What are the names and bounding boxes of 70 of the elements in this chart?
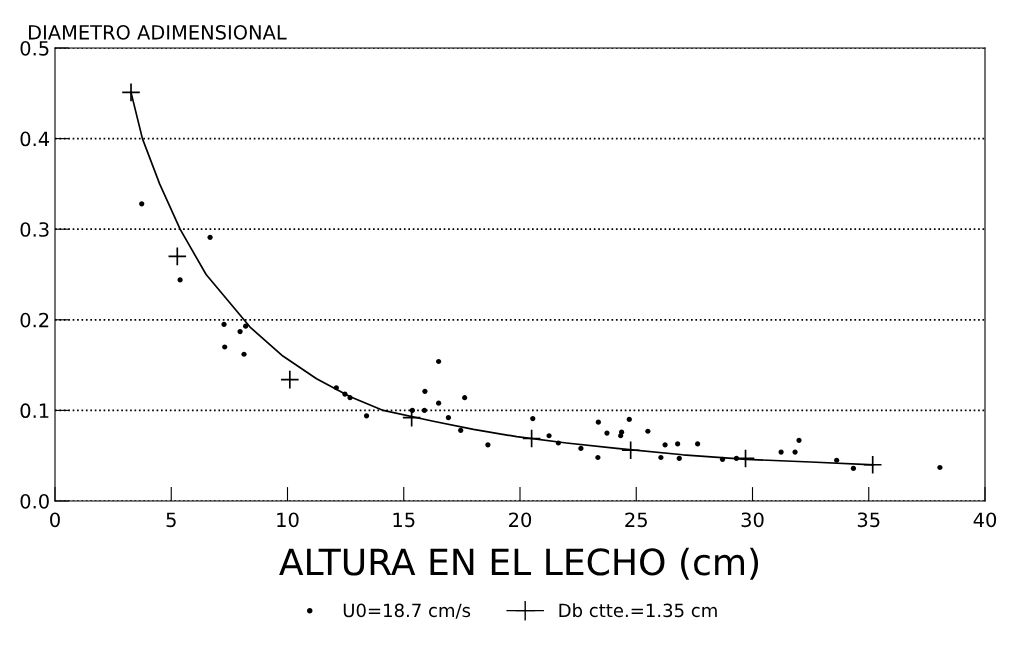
point — [850, 465, 856, 471]
point — [796, 437, 802, 443]
point — [347, 395, 353, 401]
point — [863, 455, 883, 475]
point — [555, 440, 561, 446]
legend-label: U0=18.7 cm/s — [343, 603, 471, 619]
y-tick-label: 0.5 — [20, 40, 49, 56]
point — [363, 413, 370, 419]
x-tick-label: 10 — [277, 512, 299, 528]
legend-label: Db ctte.=1.35 cm — [559, 603, 717, 618]
y-tick-label: 0.4 — [20, 131, 50, 147]
point — [280, 369, 300, 390]
x-tick-label: 35 — [857, 512, 880, 528]
point — [578, 445, 584, 452]
point — [458, 427, 464, 433]
point — [695, 441, 701, 447]
point — [937, 464, 943, 471]
point — [167, 246, 187, 266]
point — [221, 321, 227, 327]
point — [333, 385, 339, 391]
y-tick-label: 0.3 — [20, 222, 49, 237]
x-tick-label: 40 — [973, 512, 997, 528]
point — [462, 395, 468, 401]
point — [436, 358, 442, 365]
point — [485, 442, 491, 448]
point — [237, 328, 243, 335]
point — [207, 234, 213, 240]
point — [421, 407, 428, 413]
point — [530, 415, 536, 422]
point — [676, 455, 682, 462]
point — [177, 277, 183, 283]
point — [436, 400, 442, 406]
point — [662, 442, 668, 448]
point — [342, 391, 348, 397]
x-tick-label: 30 — [741, 512, 764, 528]
y-tick-label: 0.1 — [20, 403, 49, 419]
x-tick-label: 0 — [50, 512, 60, 528]
point — [546, 433, 552, 439]
point — [121, 82, 141, 103]
point — [645, 428, 651, 434]
x-tick-label: 20 — [509, 512, 532, 528]
point — [422, 388, 428, 394]
point — [445, 415, 451, 421]
point — [241, 351, 247, 357]
x-axis-title: ALTURA EN EL LECHO (cm) — [279, 547, 759, 580]
point — [595, 419, 601, 425]
point — [402, 408, 422, 428]
y-axis-title: DIAMETRO ADIMENSIONAL — [29, 24, 287, 40]
point — [675, 441, 681, 447]
y-tick-label: 0.2 — [20, 312, 49, 328]
point — [778, 449, 784, 455]
point — [735, 448, 756, 469]
point — [595, 454, 601, 461]
x-tick-label: 15 — [393, 512, 415, 528]
x-tick-label: 5 — [166, 512, 176, 528]
point — [621, 440, 641, 460]
point — [658, 454, 664, 461]
point — [733, 455, 740, 462]
point — [834, 457, 840, 463]
point — [604, 430, 610, 436]
point — [792, 449, 798, 455]
point — [626, 416, 632, 423]
y-tick-label: 0.0 — [20, 493, 49, 509]
x-tick-label: 25 — [625, 512, 647, 528]
point — [719, 456, 726, 462]
point — [618, 433, 624, 439]
point — [522, 428, 542, 449]
point — [139, 201, 145, 207]
point — [222, 344, 228, 350]
point — [243, 323, 249, 329]
